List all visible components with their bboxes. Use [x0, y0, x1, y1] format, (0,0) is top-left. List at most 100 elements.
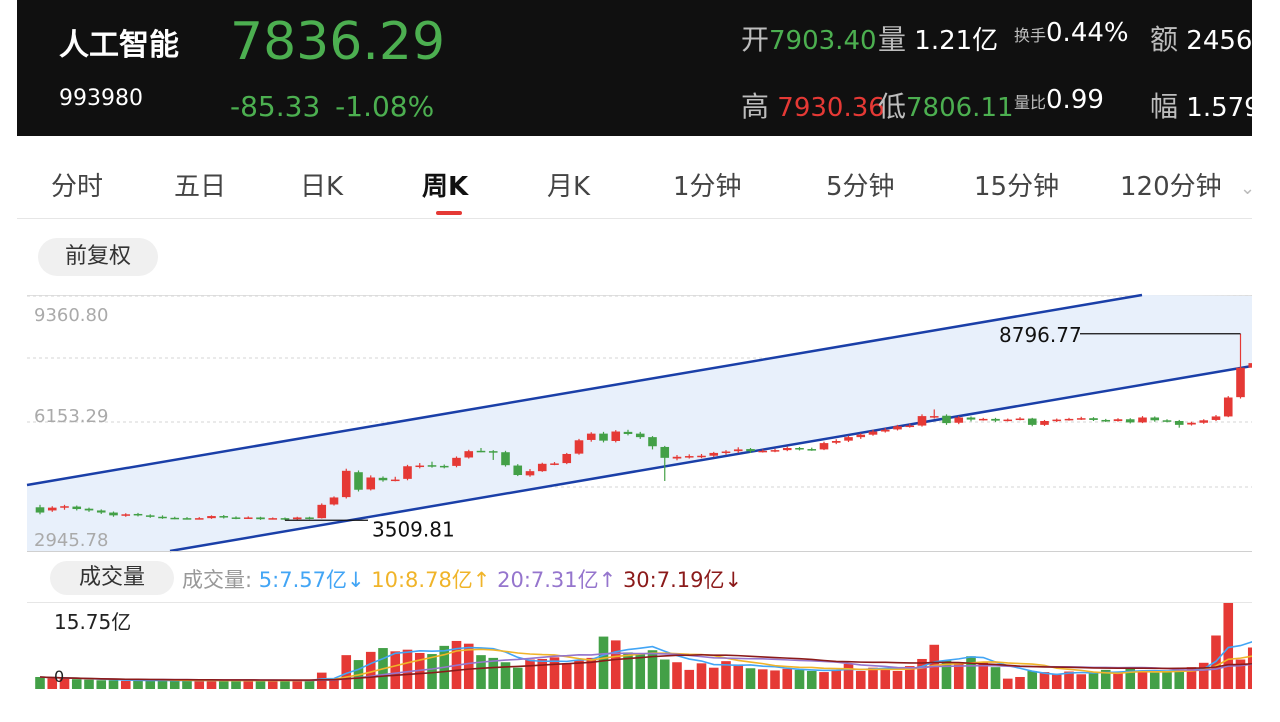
candle-body — [1027, 418, 1037, 425]
volume-bar — [708, 667, 719, 689]
candle-body — [611, 431, 621, 441]
candle-body — [1138, 417, 1147, 423]
volume-bar — [770, 670, 780, 689]
tab-five-day[interactable]: 五日 — [174, 172, 227, 202]
volume-indicator-button[interactable]: 成交量 — [50, 561, 174, 595]
open-label: 开 — [741, 23, 770, 56]
volume-bar — [255, 680, 266, 689]
tab-5-minute[interactable]: 5分钟 — [826, 172, 895, 202]
candle-body — [280, 518, 290, 520]
candle-body — [868, 431, 878, 435]
candle-body — [819, 443, 829, 450]
candle-body — [513, 465, 523, 476]
candle-body — [415, 465, 425, 468]
candle-body — [84, 508, 94, 511]
ma5-value: 5:7.57亿↓ — [258, 568, 365, 592]
volume-bar — [96, 680, 107, 689]
volume-bar — [757, 669, 768, 689]
vol-ratio-value: 0.99 — [1046, 85, 1104, 115]
candle-body — [709, 452, 719, 456]
adjust-mode-button[interactable]: 前复权 — [38, 238, 158, 276]
candle-body — [721, 451, 731, 454]
volume-bar — [586, 657, 597, 689]
volume-bar — [488, 657, 499, 689]
candle-body — [574, 440, 584, 454]
volume-bar — [610, 640, 621, 689]
volume-zero-label: 0 — [54, 667, 64, 686]
candle-body — [366, 477, 376, 490]
tab-1-minute[interactable]: 1分钟 — [673, 172, 742, 202]
high-stat: 高 7930.36 — [741, 85, 885, 125]
ma20-value: 20:7.31亿↑ — [497, 568, 617, 592]
candle-body — [1199, 420, 1209, 423]
volume-bar — [1088, 673, 1099, 689]
candle-body — [476, 450, 486, 453]
tab-120-minute[interactable]: 120分钟 — [1120, 172, 1222, 202]
tab-intraday[interactable]: 分时 — [51, 172, 104, 202]
volume-bar — [108, 680, 119, 689]
candle-body — [660, 446, 670, 458]
volume-legend-prefix: 成交量: — [182, 568, 253, 592]
volume-bar — [598, 636, 609, 689]
volume-bar — [635, 653, 646, 689]
turnover-value: 0.44% — [1046, 18, 1129, 48]
volume-bar — [696, 663, 707, 689]
candle-body — [501, 452, 510, 466]
candle-body — [648, 437, 657, 447]
volume-bar — [145, 680, 156, 689]
candle-body — [746, 449, 755, 452]
volume-bar — [1027, 670, 1038, 689]
candle-body — [403, 466, 412, 479]
active-tab-indicator — [436, 211, 462, 215]
candle-body — [770, 450, 780, 452]
volume-bar — [561, 663, 572, 689]
volume-bar — [733, 664, 744, 689]
volume-bar — [574, 660, 584, 689]
tab-weekly-k[interactable]: 周K — [422, 172, 469, 202]
vol-ratio-stat: 量比0.99 — [1014, 85, 1104, 115]
candle-body — [1089, 418, 1098, 420]
volume-bar — [549, 657, 560, 689]
volume-bar — [1113, 671, 1123, 689]
volume-bar — [304, 680, 315, 689]
candle-body — [1187, 422, 1196, 425]
candle-body — [1113, 419, 1123, 422]
volume-bar — [990, 667, 1001, 689]
candle-body — [207, 516, 216, 519]
candle-body — [623, 431, 633, 434]
amplitude-stat: 幅 1.579 — [1150, 85, 1252, 125]
amplitude-label: 幅 — [1150, 90, 1179, 123]
panel-divider — [27, 551, 1252, 552]
volume-bar — [157, 680, 168, 689]
low-value: 7806.11 — [906, 93, 1014, 123]
amount-label: 额 — [1150, 23, 1179, 56]
volume-bar — [868, 667, 878, 689]
tab-15-minute[interactable]: 15分钟 — [974, 172, 1060, 202]
volume-bar — [941, 660, 952, 689]
candle-body — [966, 417, 976, 420]
candle-body — [537, 463, 547, 472]
volume-legend: 成交量: 5:7.57亿↓ 10:8.78亿↑ 20:7.31亿↑ 30:7.1… — [182, 564, 742, 594]
volume-stat: 量 1.21亿 — [878, 18, 998, 58]
candle-body — [1223, 397, 1233, 417]
volume-max-label: 15.75亿 — [54, 610, 131, 634]
chevron-down-icon[interactable]: ⌄ — [1240, 178, 1256, 199]
last-price: 7836.29 — [230, 12, 446, 72]
low-stat: 低7806.11 — [878, 85, 1014, 125]
open-stat: 开7903.40 — [741, 18, 877, 58]
candle-body — [305, 517, 314, 519]
volume-bar — [855, 670, 866, 689]
price-axis: 9360.80 6153.29 2945.78 — [34, 305, 108, 551]
candle-body — [488, 451, 498, 453]
volume-bar — [1198, 662, 1209, 689]
tab-monthly-k[interactable]: 月K — [547, 172, 591, 202]
volume-bar — [745, 668, 756, 689]
tab-daily-k[interactable]: 日K — [300, 172, 344, 202]
candle-body — [194, 518, 204, 520]
volume-bar — [292, 680, 303, 689]
candle-body — [427, 465, 437, 467]
volume-bar — [880, 668, 891, 689]
candle-body — [292, 517, 302, 520]
candle-body — [562, 453, 572, 464]
